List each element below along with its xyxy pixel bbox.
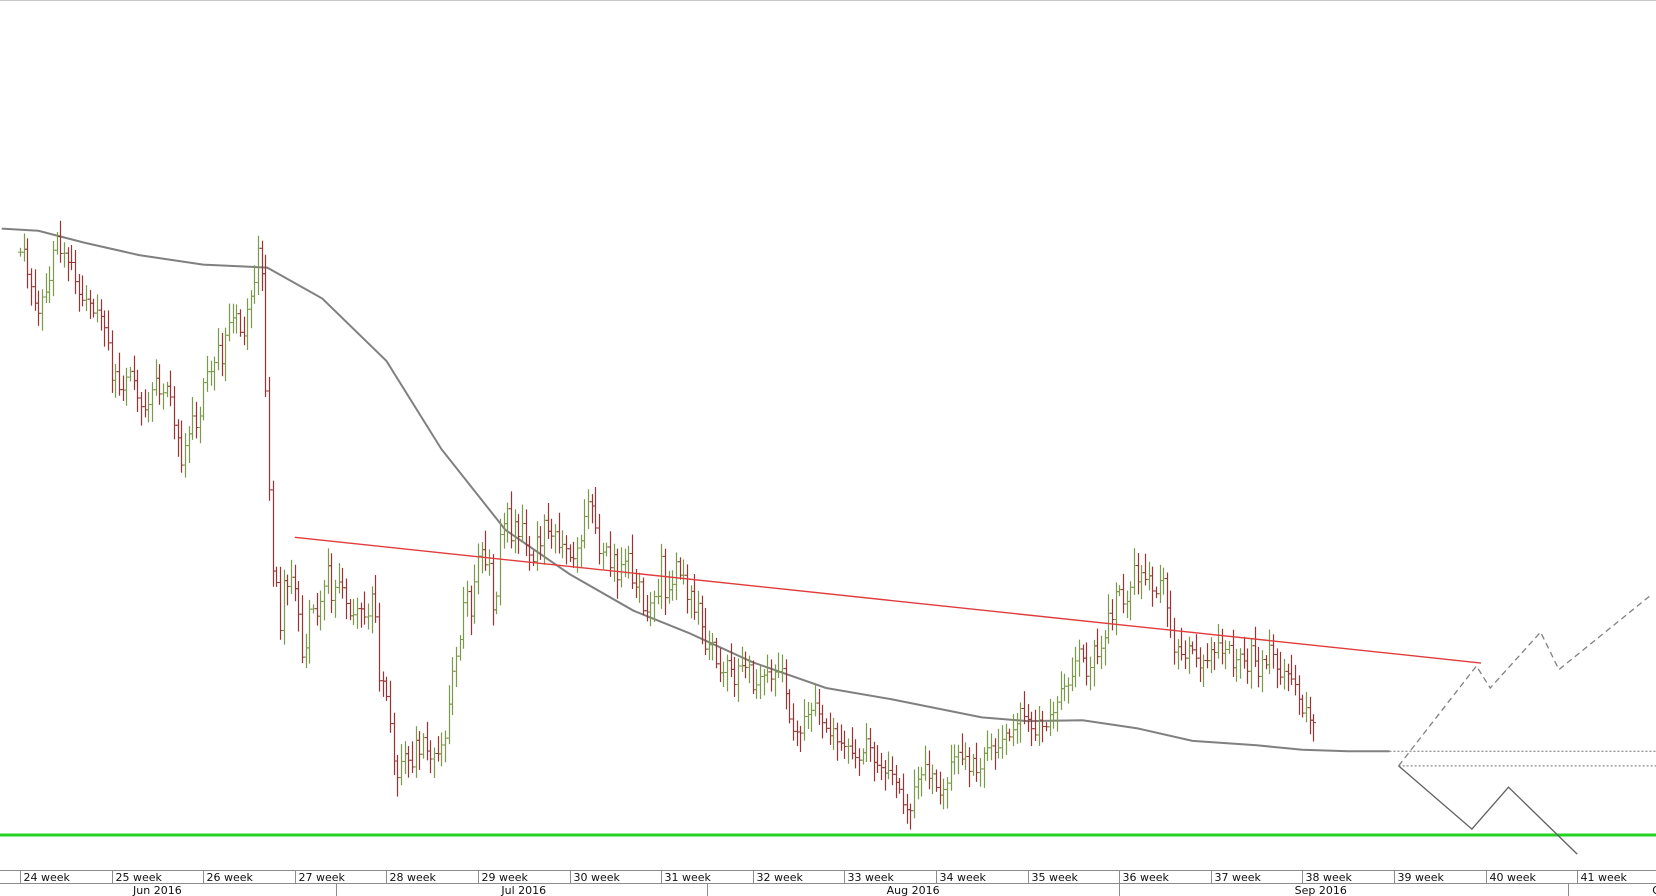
resistance-trendline — [294, 536, 1482, 664]
month-label: Oc — [1652, 884, 1656, 896]
week-label: 27 week — [299, 871, 346, 884]
month-label: Jun 2016 — [132, 884, 182, 896]
week-label: 40 week — [1490, 871, 1537, 884]
week-label: 24 week — [24, 871, 71, 884]
bullish-projection-path — [1398, 594, 1651, 767]
month-label: Jul 2016 — [500, 884, 546, 896]
price-bars-layer — [18, 220, 1316, 830]
week-label: 26 week — [207, 871, 254, 884]
time-axis: 24 week 25 week 26 week 27 week 28 week 29 we… — [0, 868, 1656, 896]
week-label: 41 week — [1581, 871, 1628, 884]
month-label: Sep 2016 — [1295, 884, 1347, 896]
week-label: 35 week — [1032, 871, 1079, 884]
week-label: 30 week — [574, 871, 621, 884]
moving-average-line — [1, 227, 1390, 753]
week-label: 33 week — [848, 871, 895, 884]
week-label: 29 week — [482, 871, 529, 884]
week-label: 38 week — [1306, 871, 1353, 884]
moving-average-layer — [1, 227, 1390, 753]
week-label: 28 week — [390, 871, 437, 884]
week-label: 36 week — [1123, 871, 1170, 884]
bearish-projection-path — [1398, 765, 1578, 855]
drawn-lines-layer — [0, 536, 1656, 855]
week-label: 39 week — [1398, 871, 1445, 884]
week-label: 37 week — [1215, 871, 1262, 884]
week-label: 25 week — [116, 871, 163, 884]
week-label: 32 week — [757, 871, 804, 884]
price-bar — [1311, 714, 1316, 742]
axis-background — [0, 868, 1656, 896]
week-label: 34 week — [940, 871, 987, 884]
month-label: Aug 2016 — [887, 884, 940, 896]
week-label: 31 week — [665, 871, 712, 884]
